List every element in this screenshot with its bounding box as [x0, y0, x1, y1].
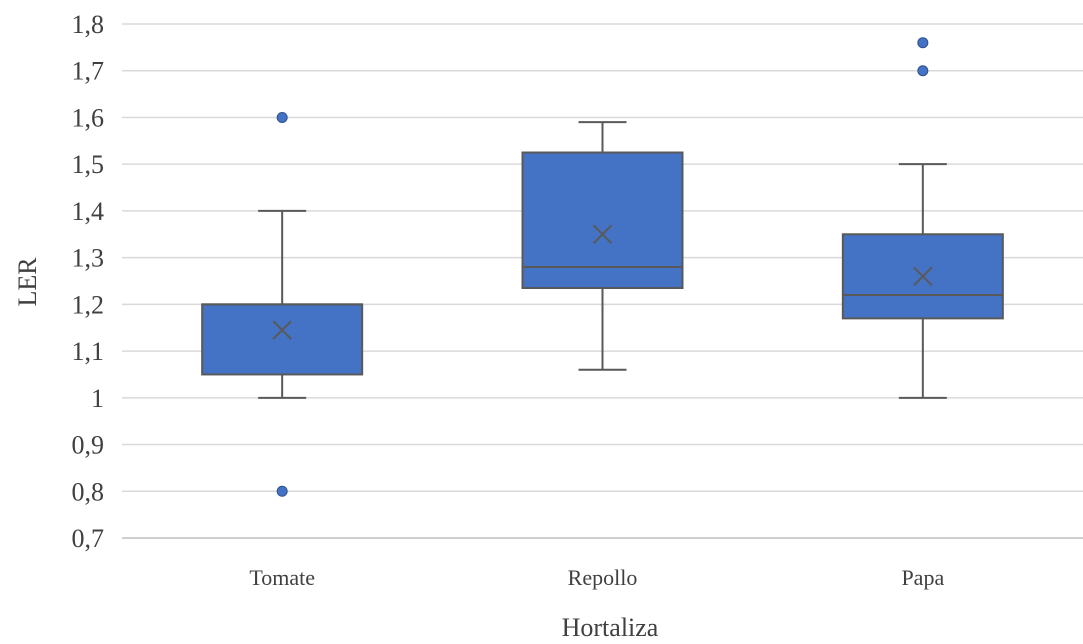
y-tick-label: 0,7 [72, 524, 105, 553]
x-axis-categories: Tomate Repollo Papa [249, 565, 944, 590]
outlier-point [276, 485, 288, 497]
y-tick-label: 1,6 [72, 103, 105, 132]
outlier-point [917, 65, 929, 77]
mean-marker [592, 224, 613, 244]
y-tick-label: 0,8 [72, 477, 105, 506]
mean-marker [272, 320, 292, 340]
box-iqr [201, 303, 364, 376]
y-tick-label: 1,2 [72, 290, 105, 319]
outlier-point [276, 111, 288, 123]
box-iqr [521, 151, 684, 290]
y-tick-label: 1,1 [72, 337, 105, 366]
y-tick-label: 1,8 [72, 10, 105, 39]
x-tick-label: Tomate [249, 565, 315, 590]
y-axis-ticks: 0,7 0,8 0,9 1 1,1 1,2 1,3 1,4 1,5 1,6 1,7 1,8 [72, 10, 105, 553]
outlier-point [917, 37, 929, 49]
y-tick-label: 1,7 [72, 57, 105, 86]
x-tick-label: Papa [901, 565, 944, 590]
box-series [201, 37, 1004, 497]
x-tick-label: Repollo [568, 565, 638, 590]
box-repollo [521, 121, 684, 371]
y-axis-title: LER [13, 257, 42, 307]
y-tick-label: 1,4 [72, 197, 105, 226]
y-tick-label: 0,9 [72, 431, 105, 460]
box-papa [841, 37, 1004, 399]
x-axis-title: Hortaliza [562, 613, 659, 642]
y-tick-label: 1 [91, 384, 104, 413]
y-tick-label: 1,3 [72, 244, 105, 273]
mean-marker [913, 266, 933, 287]
box-tomate [201, 111, 364, 497]
y-tick-label: 1,5 [72, 150, 105, 179]
